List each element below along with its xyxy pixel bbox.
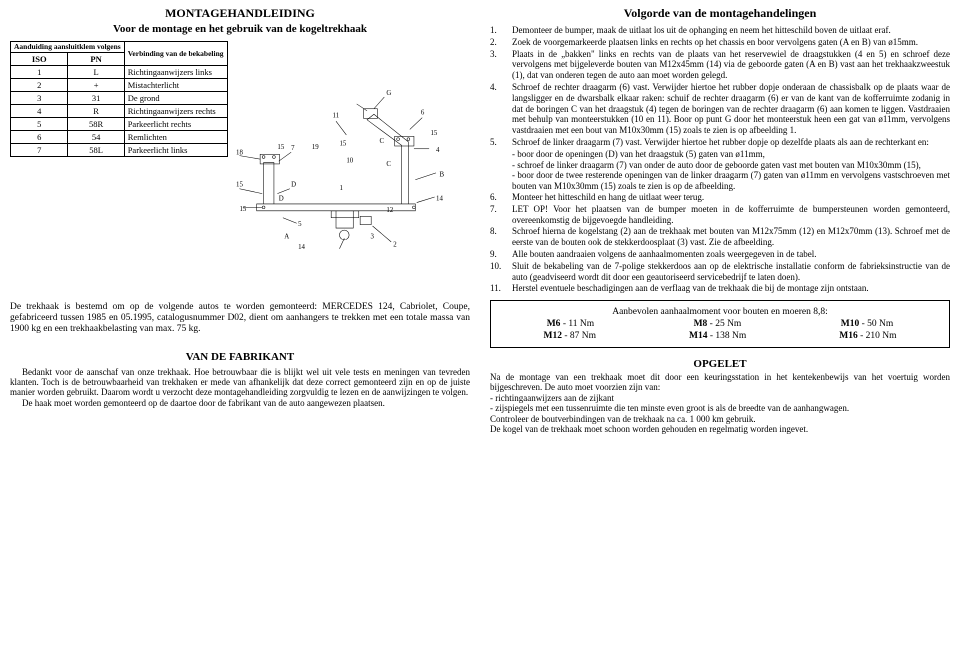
opgelet-head: OPGELET xyxy=(490,358,950,370)
svg-text:10: 10 xyxy=(346,158,353,165)
svg-text:14: 14 xyxy=(298,244,305,251)
fab-head: VAN DE FABRIKANT xyxy=(10,351,470,363)
opgelet-body: Na de montage van een trekhaak moet dit … xyxy=(490,372,950,434)
svg-text:D: D xyxy=(291,182,296,189)
page: MONTAGEHANDLEIDING Voor de montage en he… xyxy=(0,0,960,668)
svg-text:2: 2 xyxy=(393,242,397,249)
assembly-diagram: 18 15 15 15 7 D D 5 A 14 19 11 15 10 xyxy=(236,41,471,294)
svg-text:15: 15 xyxy=(277,144,284,151)
connector-table-wrap: Aanduiding aansluitklem volgens Verbindi… xyxy=(10,41,228,294)
fab-body-2: De haak moet worden gemonteerd op de daa… xyxy=(10,398,470,408)
left-column: MONTAGEHANDLEIDING Voor de montage en he… xyxy=(0,0,480,668)
svg-text:14: 14 xyxy=(436,195,443,202)
svg-text:19: 19 xyxy=(311,144,318,151)
opg-d1: - richtingaanwijzers aan de zijkant xyxy=(490,393,950,403)
svg-text:6: 6 xyxy=(420,109,424,116)
svg-text:G: G xyxy=(386,90,391,97)
svg-text:5: 5 xyxy=(298,221,302,228)
torque-box: Aanbevolen aanhaalmoment voor bouten en … xyxy=(490,300,950,348)
opg-p3: De kogel van de trekhaak moet schoon wor… xyxy=(490,424,950,434)
svg-text:7: 7 xyxy=(291,145,295,152)
right-column: Volgorde van de montagehandelingen 1.Dem… xyxy=(480,0,960,668)
svg-text:15: 15 xyxy=(236,182,243,189)
steps-list: 1.Demonteer de bumper, maak de uitlaat l… xyxy=(490,25,950,294)
svg-text:D: D xyxy=(278,195,283,202)
th-iso-group: Aanduiding aansluitklem volgens xyxy=(11,42,125,53)
svg-text:12: 12 xyxy=(386,207,393,214)
svg-text:15: 15 xyxy=(239,206,246,213)
svg-text:15: 15 xyxy=(430,130,437,137)
th-iso: ISO xyxy=(11,52,68,65)
torque-row-2: M12 - 87 NmM14 - 138 NmM16 - 210 Nm xyxy=(497,331,943,341)
subtitle: Voor de montage en het gebruik van de ko… xyxy=(10,23,470,35)
vehicle-blurb: De trekhaak is bestemd om op de volgende… xyxy=(10,302,470,335)
title: MONTAGEHANDLEIDING xyxy=(10,6,470,21)
svg-text:C: C xyxy=(386,161,391,168)
svg-text:A: A xyxy=(284,233,289,240)
svg-text:11: 11 xyxy=(332,113,339,120)
connector-table: Aanduiding aansluitklem volgens Verbindi… xyxy=(10,41,228,157)
steps-title: Volgorde van de montagehandelingen xyxy=(490,6,950,21)
opg-p2: Controleer de boutverbindingen van de tr… xyxy=(490,414,950,424)
th-desc: Verbinding van de bekabeling xyxy=(124,42,227,66)
torque-title: Aanbevolen aanhaalmoment voor bouten en … xyxy=(497,307,943,317)
svg-text:B: B xyxy=(439,171,444,178)
opg-d2: - zijspiegels met een tussenruimte die t… xyxy=(490,403,950,413)
svg-text:1: 1 xyxy=(339,185,343,192)
svg-text:C: C xyxy=(379,138,384,145)
top-row: Aanduiding aansluitklem volgens Verbindi… xyxy=(10,41,470,294)
th-pn: PN xyxy=(68,52,124,65)
svg-text:18: 18 xyxy=(236,149,243,156)
svg-text:4: 4 xyxy=(436,147,440,154)
fab-body-1: Bedankt voor de aanschaf van onze trekha… xyxy=(10,367,470,398)
svg-text:3: 3 xyxy=(370,233,374,240)
torque-row-1: M6 - 11 NmM8 - 25 NmM10 - 50 Nm xyxy=(497,319,943,329)
opg-p1: Na de montage van een trekhaak moet dit … xyxy=(490,372,950,393)
svg-text:15: 15 xyxy=(339,140,346,147)
